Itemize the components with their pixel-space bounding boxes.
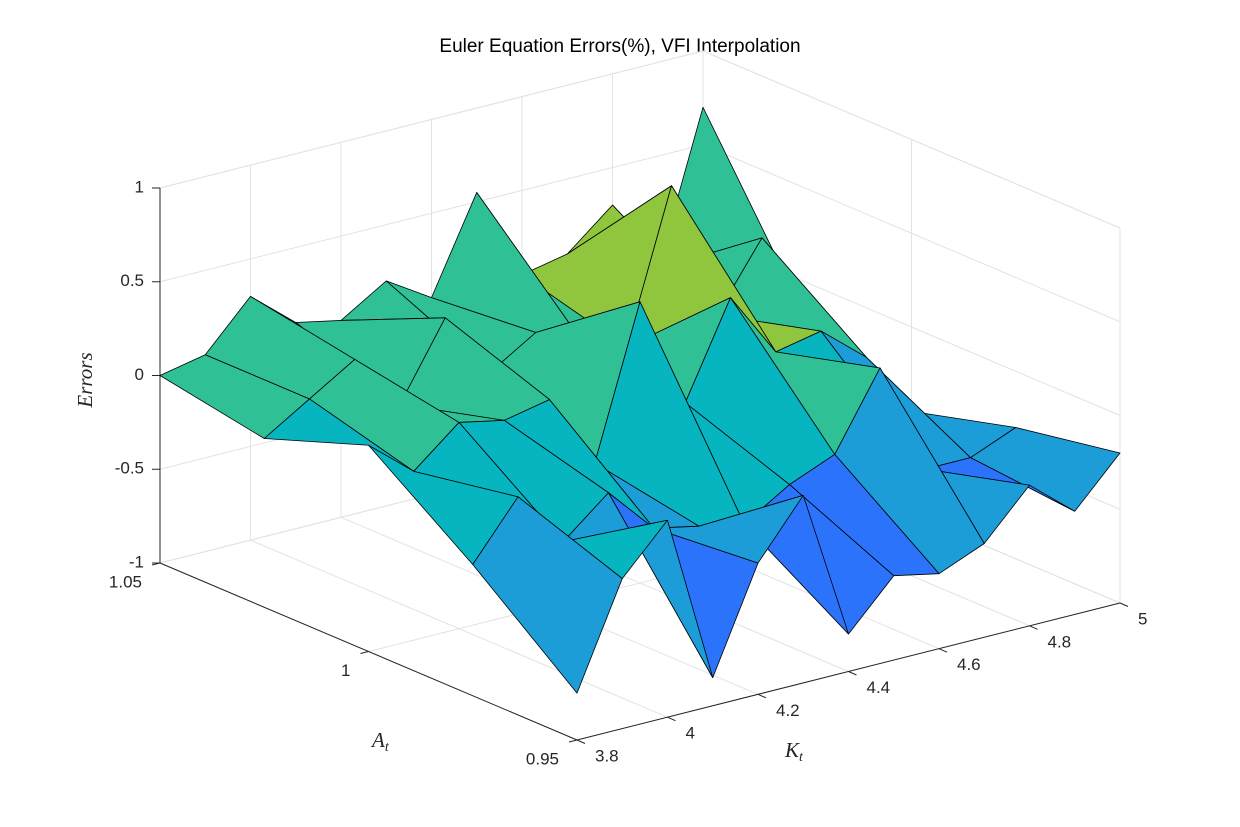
x-tick-label: 4.6 (957, 655, 981, 674)
x-tick (1029, 625, 1038, 630)
x-tick-label: 5 (1138, 609, 1147, 628)
y-tick-label: 1.05 (109, 572, 142, 591)
x-tick-label: 3.8 (595, 746, 619, 765)
x-tick (667, 716, 676, 722)
x-tick (848, 671, 857, 676)
chart-title: Euler Equation Errors(%), VFI Interpolat… (439, 36, 800, 57)
x-tick (938, 648, 948, 653)
z-tick-label: 0 (135, 365, 144, 384)
z-tick-label: -1 (129, 552, 144, 571)
x-tick-label: 4 (686, 724, 695, 743)
y-tick (360, 651, 369, 654)
x-tick-label: 4.2 (776, 701, 800, 720)
y-tick-label: 1 (341, 661, 350, 680)
surface-patch (472, 496, 623, 694)
x-tick (576, 739, 586, 744)
z-tick-label: -0.5 (115, 459, 144, 478)
x-tick-label: 4.4 (867, 678, 891, 697)
y-tick-label: 0.95 (526, 749, 559, 768)
y-tick (568, 739, 578, 743)
x-tick (757, 693, 767, 699)
z-tick-label: 0.5 (120, 271, 144, 290)
x-axis-label: Kt (784, 738, 804, 765)
z-axis-label: Errors (73, 352, 97, 408)
y-tick (151, 562, 161, 566)
x-tick-label: 4.8 (1048, 632, 1072, 651)
z-tick-label: 1 (135, 177, 144, 196)
y-axis-label: At (370, 728, 390, 755)
x-tick (1119, 602, 1129, 607)
